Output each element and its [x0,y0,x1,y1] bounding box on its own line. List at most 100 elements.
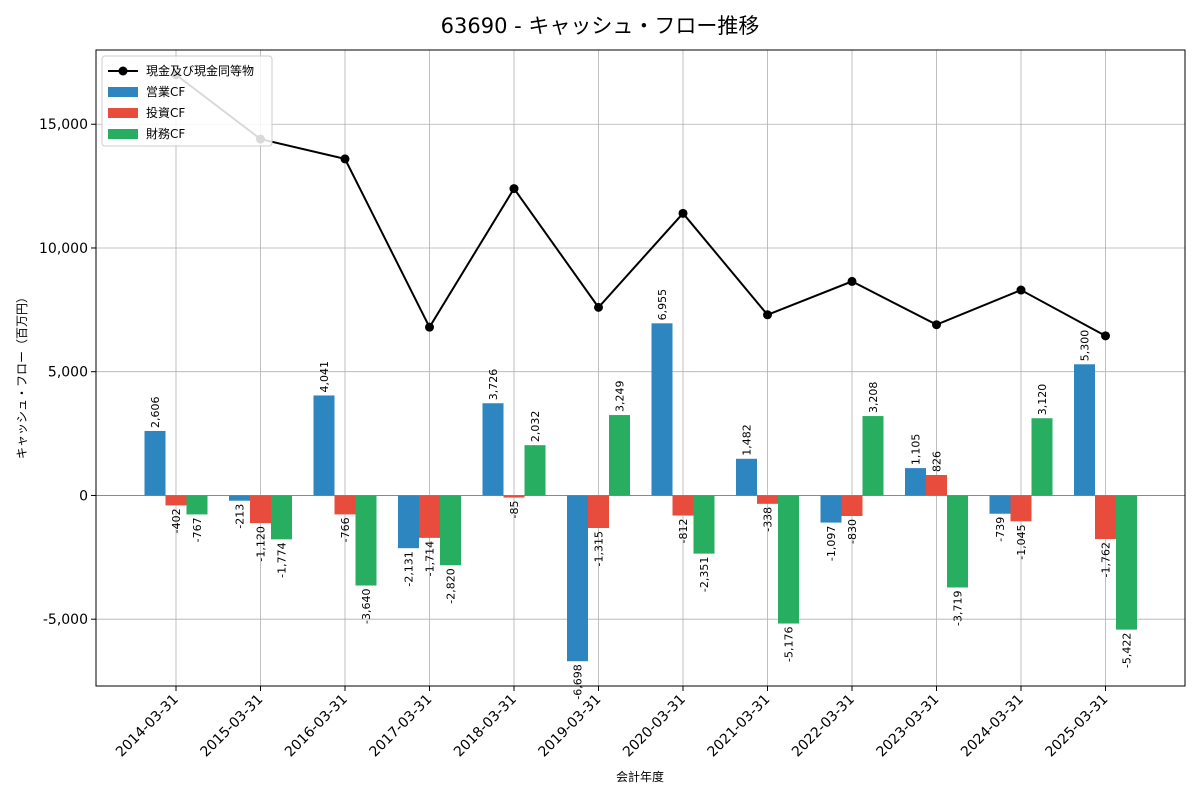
x-tick-label: 2016-03-31 [282,692,351,761]
bar-data-label: -812 [677,519,690,544]
cash-point [932,320,941,330]
bar-3 [271,495,292,540]
bar-2 [757,495,778,504]
bar-data-label: -2,351 [698,557,711,592]
bar-3 [1031,418,1053,496]
bar-data-label: -5,176 [783,627,796,662]
bar-layer [144,323,1137,662]
bar-data-label: -1,045 [1015,524,1028,559]
x-tick-label: 2014-03-31 [113,692,182,761]
bar-data-label: 4,041 [318,361,331,393]
bar-data-label: -1,714 [424,541,437,576]
bar-3 [440,495,461,566]
legend-bar-swatch [108,129,138,139]
bar-data-label: -1,315 [593,531,606,566]
bar-data-label: -1,097 [825,526,838,561]
bar-2 [672,495,694,516]
bar-2 [250,495,271,524]
bar-data-label: -739 [994,517,1007,542]
x-tick-label: 2017-03-31 [366,692,435,761]
cash-point [678,208,688,218]
bar-2 [165,495,187,506]
bar-1 [989,495,1011,514]
legend-label: 現金及び現金同等物 [146,63,254,78]
bar-data-label: 3,249 [614,381,627,413]
x-tick-label: 2025-03-31 [1042,692,1111,761]
grid-layer [96,50,1185,686]
bar-data-label: 3,120 [1036,384,1049,416]
bar-data-label: 2,606 [149,396,162,428]
x-tick-label: 2020-03-31 [620,692,689,761]
legend-bar-swatch [108,87,138,97]
bar-data-label: -3,640 [360,589,373,624]
cash-point [509,184,519,194]
bar-data-label: -830 [846,519,859,544]
bar-2 [841,495,863,516]
bar-data-label: -6,698 [572,664,585,699]
bar-3 [186,495,208,515]
y-tick-label: 5,000 [48,365,88,381]
bar-2 [503,495,525,498]
legend-bar-swatch [108,108,138,118]
bar-2 [1095,495,1116,540]
bar-data-label: -5,422 [1121,633,1134,668]
bar-3 [355,495,377,586]
bar-data-label: 5,300 [1079,330,1092,362]
bar-data-label: -1,774 [276,542,289,577]
bar-data-label: -766 [339,517,352,542]
axis-layer: -5,000 0 5,000 10,000 15,000 2014-03-31 2015-0… [39,117,1111,760]
bar-1 [144,430,166,496]
bar-3 [693,495,715,554]
cash-point [340,154,350,164]
bar-data-label: -402 [170,508,183,533]
legend-label: 営業CF [146,85,185,99]
bar-3 [609,415,630,496]
cash-line [175,73,1106,337]
bar-3 [524,445,546,496]
y-tick-label: -5,000 [43,612,88,628]
legend-marker [118,66,128,76]
cash-point [425,322,434,332]
bar-1 [736,458,757,496]
bar-data-label: -2,131 [403,551,416,586]
line-layer [171,70,1110,341]
bar-data-label: -338 [762,507,775,532]
legend-label: 投資CF [146,105,185,120]
bar-2 [419,495,440,538]
bar-2 [926,475,947,496]
cash-point [594,302,603,312]
bar-3 [862,416,884,496]
bar-1 [398,495,419,549]
x-tick-label: 2023-03-31 [873,692,942,761]
cash-point [1016,285,1026,295]
bar-data-label: -85 [508,501,521,519]
y-tick-label: 15,000 [39,117,88,133]
bar-1 [482,403,504,496]
bar-data-label: 3,726 [487,369,500,401]
bar-1 [651,323,673,496]
bar-2 [588,495,609,528]
bar-2 [334,495,356,515]
bar-1 [313,395,335,496]
x-axis-label: 会計年度 [616,769,664,784]
bar-1 [820,495,842,523]
y-axis-label: キャッシュ・フロー（百万円） [15,291,29,459]
x-tick-label: 2019-03-31 [535,692,604,761]
bar-1 [567,495,588,662]
bar-data-label: 1,482 [741,424,754,456]
x-tick-label: 2024-03-31 [958,692,1027,761]
x-tick-label: 2015-03-31 [197,692,266,761]
bar-1 [905,468,926,496]
bar-data-label: -1,762 [1100,542,1113,577]
bar-data-label: 6,955 [656,289,669,321]
bar-3 [1116,495,1137,630]
bar-1 [229,495,250,501]
cash-point [1101,331,1110,341]
x-tick-label: 2021-03-31 [704,692,773,761]
chart-title: 63690 - キャッシュ・フロー推移 [441,14,760,38]
bar-data-label: -2,820 [445,568,458,603]
bar-data-label: 3,208 [867,382,880,414]
